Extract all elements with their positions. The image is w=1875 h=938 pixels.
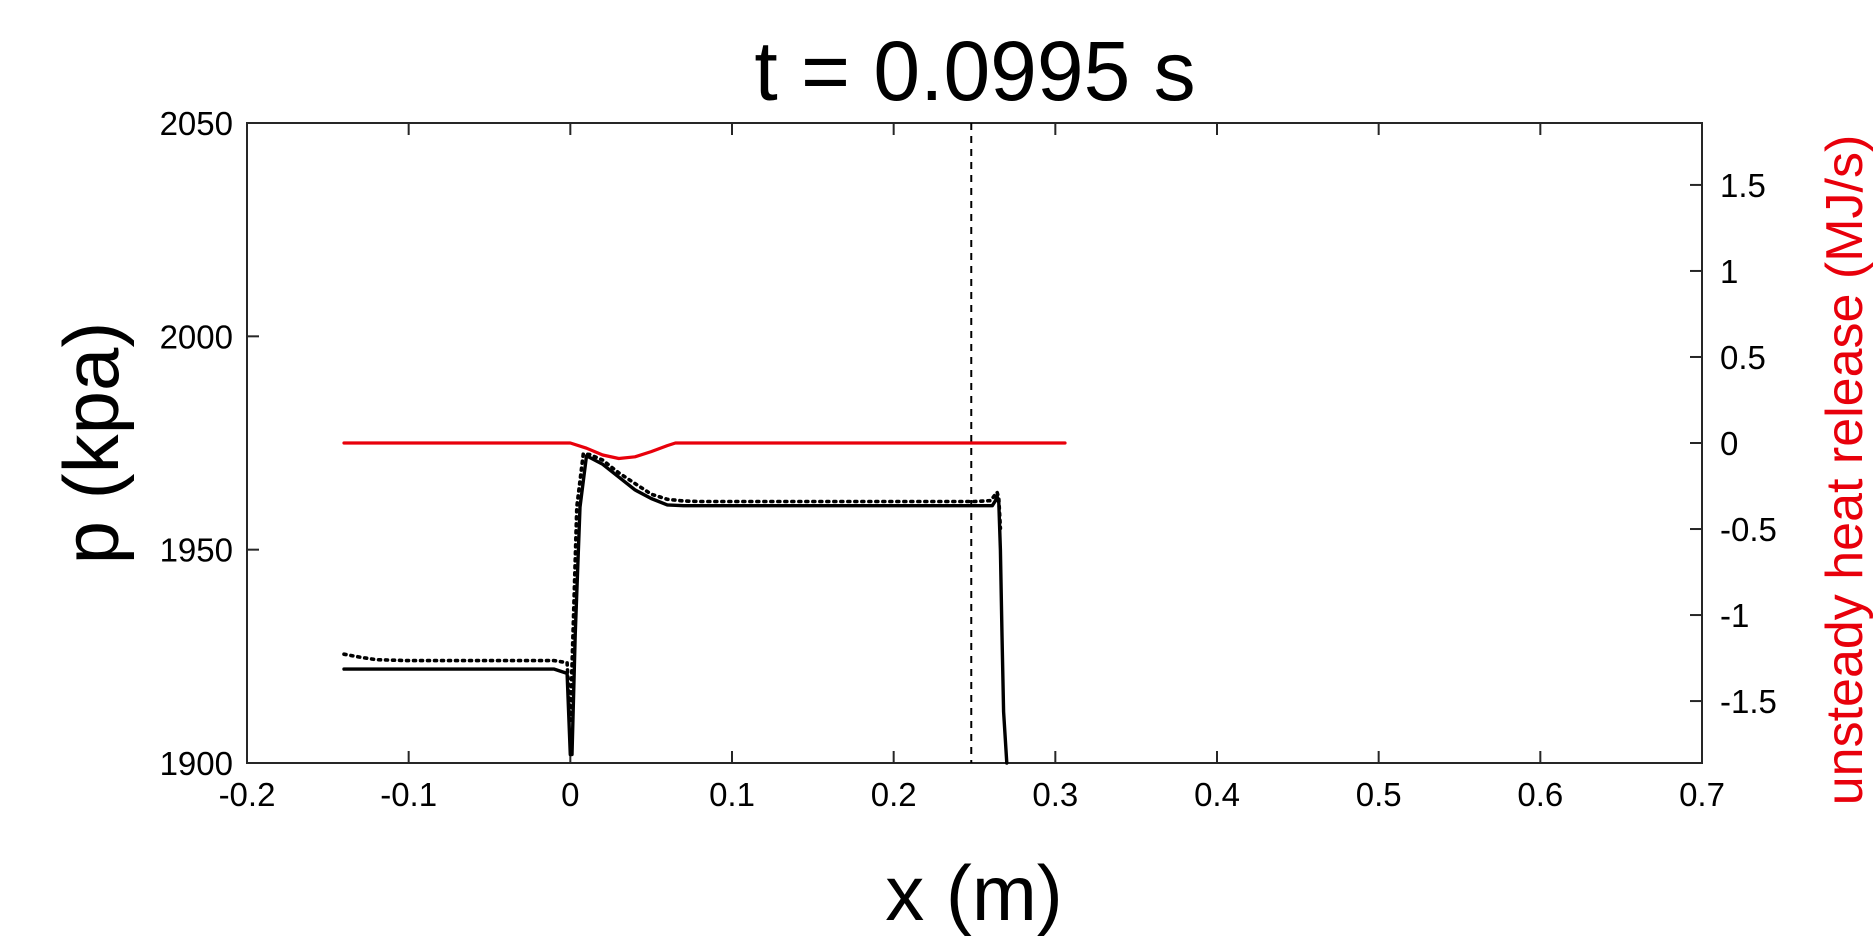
- y-tick-label: 2050: [160, 105, 233, 142]
- right-y-tick-label: 0: [1720, 425, 1738, 462]
- x-tick-label: 0.3: [1032, 776, 1078, 813]
- x-tick-label: 0.5: [1356, 776, 1402, 813]
- y-tick-label: 2000: [160, 318, 233, 355]
- x-tick-label: -0.1: [380, 776, 437, 813]
- x-tick-label: 0.7: [1679, 776, 1725, 813]
- right-y-tick-label: -1: [1720, 597, 1749, 634]
- x-tick-label: 0: [561, 776, 579, 813]
- right-y-axis-label: unsteady heat release (MJ/s): [1816, 135, 1874, 806]
- y-tick-label: 1950: [160, 532, 233, 569]
- right-y-tick-label: 0.5: [1720, 339, 1766, 376]
- x-tick-label: 0.4: [1194, 776, 1240, 813]
- right-y-axis-ticks: -1.5 -1 -0.5 0 0.5 1 1.5: [1690, 167, 1777, 720]
- y-tick-label: 1900: [160, 745, 233, 782]
- right-y-tick-label: 1: [1720, 253, 1738, 290]
- right-y-tick-label: -0.5: [1720, 511, 1777, 548]
- x-tick-label: 0.1: [709, 776, 755, 813]
- y-axis-ticks: 1900 1950 2000 2050: [160, 105, 259, 782]
- x-axis-label: x (m): [885, 849, 1063, 937]
- y-axis-label: p (kpa): [47, 322, 135, 565]
- right-y-tick-label: -1.5: [1720, 683, 1777, 720]
- series-line-2: [342, 451, 1003, 723]
- right-y-tick-label: 1.5: [1720, 167, 1766, 204]
- series-line-3: [342, 441, 1067, 461]
- x-tick-label: 0.2: [871, 776, 917, 813]
- series-layer: [342, 441, 1067, 765]
- chart-title: t = 0.0995 s: [754, 24, 1195, 118]
- x-tick-label: 0.6: [1517, 776, 1563, 813]
- x-tick-label: -0.2: [219, 776, 276, 813]
- x-axis-ticks: -0.2 -0.1 0 0.1 0.2 0.3 0.4 0.5 0.6 0.7: [219, 123, 1725, 813]
